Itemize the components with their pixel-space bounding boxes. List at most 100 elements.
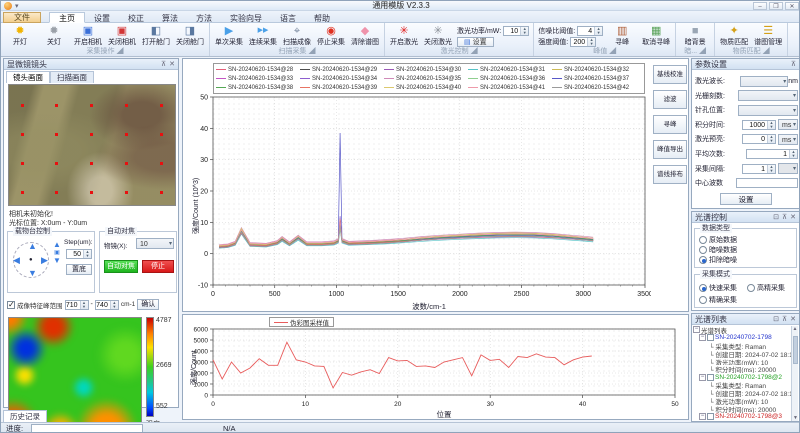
spin-down-icon[interactable]: ▼ — [522, 29, 527, 35]
close-icon[interactable]: ✕ — [790, 316, 796, 323]
dock-icon[interactable]: ⊡ — [773, 214, 779, 221]
spin-up-icon[interactable]: ▲ — [596, 25, 601, 31]
radio-button[interactable] — [699, 236, 707, 244]
tab-帮助[interactable]: 帮助 — [314, 14, 330, 23]
radio-扣除暗噪[interactable]: 扣除暗噪 — [699, 255, 737, 265]
tab-方法[interactable]: 方法 — [196, 14, 212, 23]
param-select[interactable]: ▾ — [738, 104, 798, 116]
collapse-icon[interactable]: − — [699, 413, 706, 421]
ribbon-button-打开舱门[interactable]: ◧ 打开舱门 — [139, 24, 173, 47]
pin-icon[interactable]: ⊼ — [790, 61, 796, 68]
tab-设置[interactable]: 设置 — [94, 14, 110, 23]
spinner-arrows[interactable]: ▲ ▼ — [594, 25, 603, 35]
field-spinner[interactable]: 10 ▲ ▼ — [503, 25, 530, 36]
pseudocolor-heatmap[interactable] — [8, 317, 142, 429]
stage-down-button[interactable]: ▼ — [28, 268, 37, 278]
pin-icon[interactable]: ⊼ — [161, 61, 167, 68]
tab-校正[interactable]: 校正 — [128, 14, 144, 23]
feature-range-checkbox[interactable] — [7, 300, 15, 309]
param-spinner[interactable]: 1 ▲ ▼ — [746, 149, 798, 159]
ribbon-button-关闭激光[interactable]: ✳ 关闭激光 — [421, 24, 455, 47]
ribbon-button-谱图管理[interactable]: ☰ 谱图管理 — [751, 24, 785, 47]
tree-scrollbar[interactable]: ▲ ▼ — [791, 326, 798, 421]
spin-up-icon[interactable]: ▲ — [589, 36, 594, 42]
param-select[interactable]: ▾ — [738, 90, 798, 102]
stage-left-button[interactable]: ◀ — [13, 255, 20, 265]
close-button[interactable]: ✕ — [785, 2, 799, 10]
range-to-spinner[interactable]: 740 ▲ ▼ — [94, 299, 119, 310]
spin-up-icon[interactable]: ▲ — [791, 149, 796, 154]
spin-up-icon[interactable]: ▲ — [522, 25, 527, 31]
param-spinner[interactable]: 1000 ▲ ▼ — [742, 119, 776, 130]
radio-高精采集[interactable]: 高精采集 — [747, 283, 785, 293]
collapse-icon[interactable]: − — [699, 373, 706, 381]
apply-settings-button[interactable]: 设置 — [720, 193, 772, 205]
ribbon-button-连续采集[interactable]: ▶▶ 连续采集 — [246, 24, 280, 47]
minimize-button[interactable]: – — [753, 2, 767, 10]
ribbon-button-开灯[interactable]: ✹ 开灯 — [3, 24, 37, 47]
radio-button[interactable] — [699, 296, 707, 304]
chart-tool-谱线排布[interactable]: 谱线排布 — [653, 165, 687, 184]
chart-tool-峰值导出[interactable]: 峰值导出 — [653, 140, 687, 159]
ribbon-button-暗背景[interactable]: ■ 暗背景 — [678, 24, 712, 47]
spin-up-icon[interactable]: ▲ — [769, 163, 774, 169]
spin-down-icon[interactable]: ▼ — [769, 167, 774, 173]
spin-up-icon[interactable]: ▲ — [769, 119, 774, 125]
spinner-arrows[interactable]: ▲ ▼ — [767, 134, 775, 144]
z-step-icon[interactable]: ▣ — [54, 250, 60, 256]
ribbon-button-扫描成像[interactable]: ⌖ 扫描成像 — [280, 24, 314, 47]
spin-down-icon[interactable]: ▼ — [596, 29, 601, 35]
radio-暗噪数据[interactable]: 暗噪数据 — [699, 245, 737, 255]
ribbon-button-物质匹配[interactable]: ✦ 物质匹配 — [717, 24, 751, 47]
ribbon-button-关闭相机[interactable]: ▣ 关闭相机 — [105, 24, 139, 47]
move-bottom-button[interactable]: 置底 — [66, 264, 92, 275]
radio-快速采集[interactable]: 快速采集 — [699, 283, 737, 293]
quick-access-caret-icon[interactable]: ▾ — [15, 3, 19, 10]
tree-item-SN-20240702-1798@2[interactable]: − SN-20240702-1798@2 — [693, 373, 793, 381]
tree-checkbox[interactable] — [707, 334, 714, 342]
radio-button[interactable] — [699, 246, 707, 254]
tab-主页[interactable]: 主页 — [49, 12, 85, 23]
range-from-spinner[interactable]: 710 ▲ ▼ — [64, 299, 89, 310]
ribbon-button-单次采集[interactable]: ▶ 单次采集 — [212, 24, 246, 47]
close-icon[interactable]: ✕ — [169, 61, 175, 68]
dock-icon[interactable]: ⊡ — [773, 316, 779, 323]
param-input[interactable] — [736, 178, 798, 189]
field-spinner[interactable]: 4 ▲ ▼ — [577, 25, 604, 36]
ribbon-button-寻峰[interactable]: ▥ 寻峰 — [605, 24, 639, 47]
tree-checkbox[interactable] — [707, 413, 714, 421]
spin-down-icon[interactable]: ▼ — [769, 123, 774, 129]
spin-down-icon[interactable]: ▼ — [791, 153, 796, 158]
camera-tab-扫描画面[interactable]: 扫描画面 — [50, 71, 94, 83]
scrollbar-thumb[interactable] — [793, 336, 798, 364]
spinner-arrows[interactable]: ▲ ▼ — [520, 25, 529, 35]
ribbon-button-取消寻峰[interactable]: ▦ 取消寻峰 — [639, 24, 673, 47]
z-up-button[interactable]: ▲ — [53, 240, 61, 249]
spin-down-icon[interactable]: ▼ — [769, 138, 774, 144]
focus-stop-button[interactable]: 停止 — [142, 260, 174, 273]
radio-button[interactable] — [699, 256, 707, 264]
stage-right-button[interactable]: ▶ — [41, 255, 48, 265]
param-unit-select[interactable]: ms ▾ — [778, 119, 798, 131]
ribbon-small-button-设置[interactable]: ▤ 设置 — [457, 37, 494, 47]
tree-root[interactable]: − 光谱列表 — [693, 326, 793, 334]
range-confirm-button[interactable]: 确认 — [137, 299, 160, 310]
pin-icon[interactable]: ⊼ — [782, 316, 788, 323]
close-icon[interactable]: ✕ — [790, 214, 796, 221]
tree-item-SN-20240702-1798@3[interactable]: − SN-20240702-1798@3 — [693, 413, 793, 421]
spin-up-icon[interactable]: ▲ — [769, 134, 774, 140]
chart-tool-滤波[interactable]: 滤波 — [653, 90, 687, 109]
spinner-arrows[interactable]: ▲ ▼ — [789, 150, 797, 158]
param-spinner[interactable]: 1 ▲ ▼ — [742, 163, 776, 174]
z-down-button[interactable]: ▼ — [53, 256, 61, 265]
spinner-arrows[interactable]: ▲ ▼ — [767, 163, 775, 173]
tab-语言[interactable]: 语言 — [280, 14, 296, 23]
position-plot[interactable]: 0 1000 2000 3000 4000 5000 6000 0 10 20 30 40 50 — [183, 325, 688, 409]
tab-实验向导[interactable]: 实验向导 — [230, 14, 262, 23]
chart-tool-寻峰[interactable]: 寻峰 — [653, 115, 687, 134]
collapse-icon[interactable]: − — [699, 334, 706, 342]
spinner-arrows[interactable]: ▲ ▼ — [587, 36, 596, 46]
param-unit-select[interactable]: ms ▾ — [778, 133, 798, 145]
radio-button[interactable] — [699, 284, 707, 292]
ribbon-button-开启相机[interactable]: ▣ 开启相机 — [71, 24, 105, 47]
